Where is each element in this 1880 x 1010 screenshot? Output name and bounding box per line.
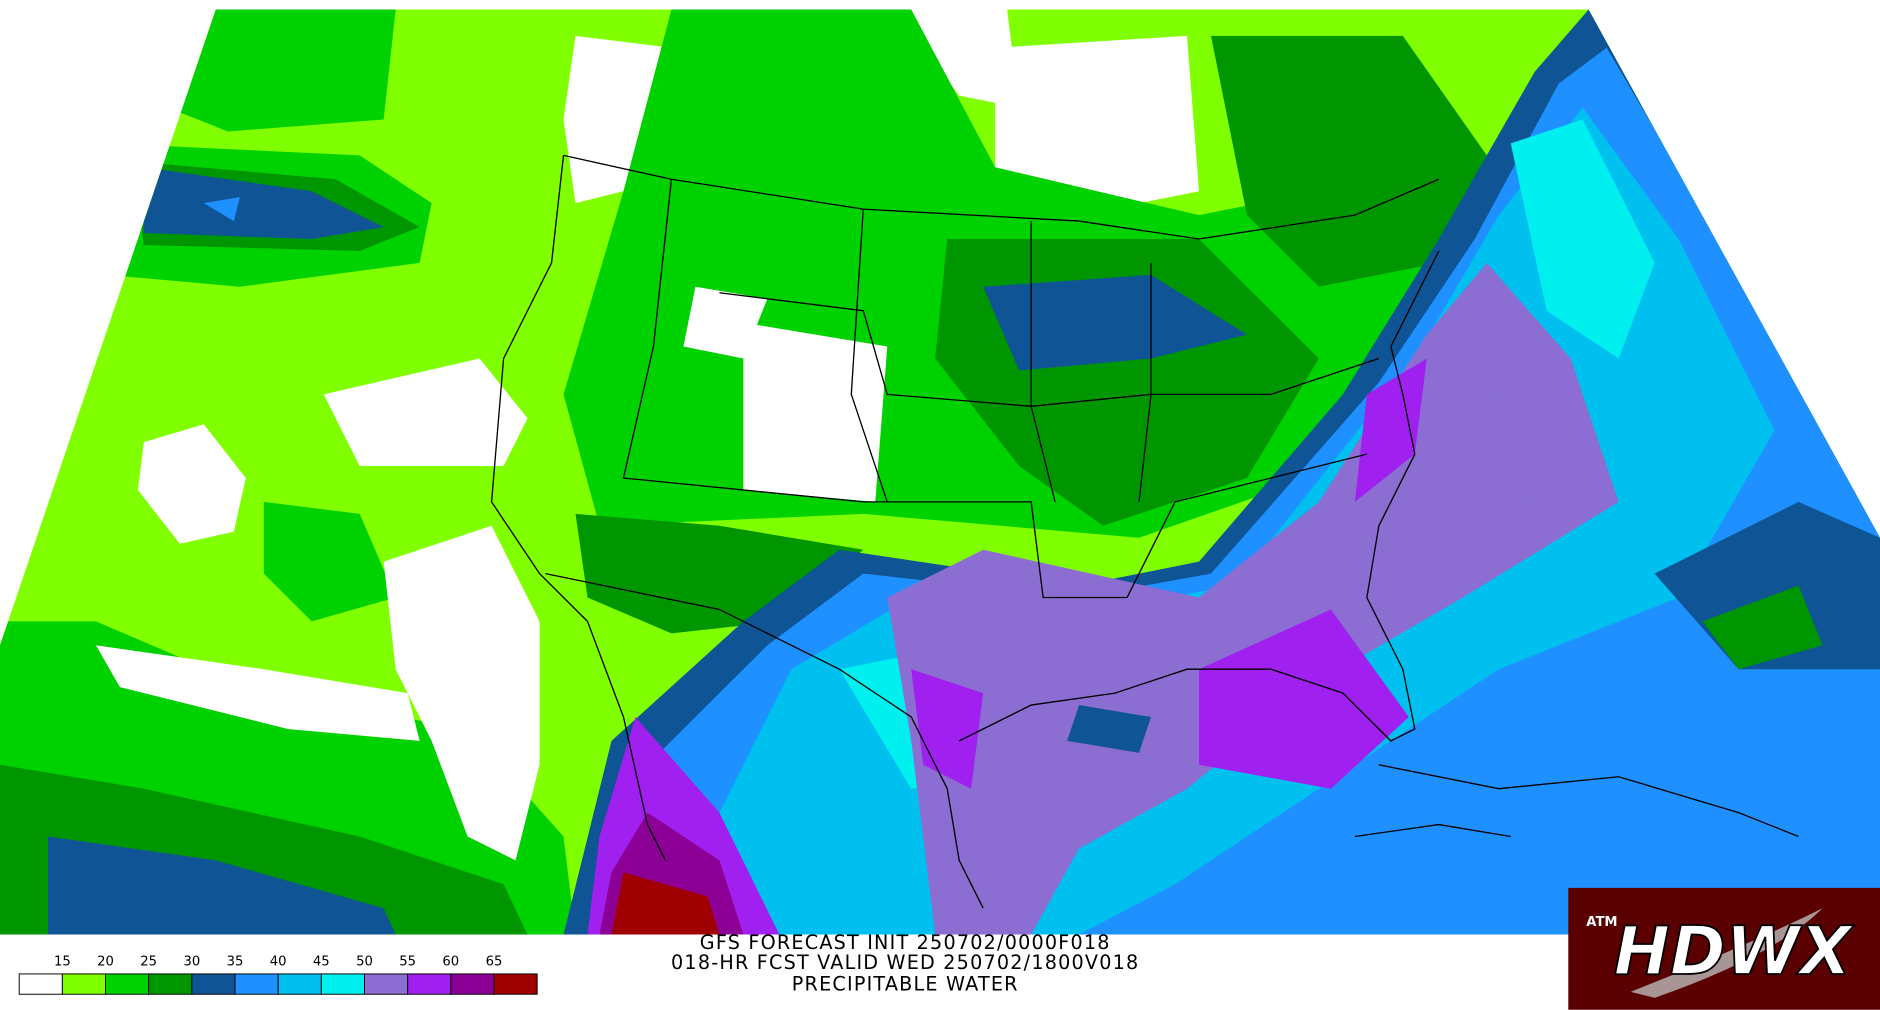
logo-text: HDWX <box>1614 912 1855 990</box>
legend-label: 60 <box>442 955 459 970</box>
legend-label: 25 <box>140 955 157 970</box>
legend-label: 35 <box>227 955 244 970</box>
legend-swatch <box>364 973 409 995</box>
map <box>0 9 1880 935</box>
legend-swatch <box>18 973 63 995</box>
legend-swatch <box>234 973 279 995</box>
legend-label: 45 <box>313 955 330 970</box>
legend-swatch <box>61 973 106 995</box>
legend-label: 55 <box>399 955 416 970</box>
legend-label: 20 <box>97 955 114 970</box>
legend-swatch <box>191 973 236 995</box>
header-line: 018-HR FCST VALID WED 250702/1800V018 <box>671 951 1139 974</box>
legend-swatch <box>450 973 495 995</box>
legend-swatch <box>407 973 452 995</box>
legend-swatch <box>320 973 365 995</box>
header-line: PRECIPITABLE WATER <box>792 973 1019 996</box>
legend-swatch <box>493 973 538 995</box>
legend-label: 40 <box>270 955 287 970</box>
legend-swatch <box>277 973 322 995</box>
legend-label: 50 <box>356 955 373 970</box>
logo: ATM HDWX <box>1568 887 1880 1010</box>
logo-badge: ATM <box>1586 915 1617 930</box>
legend-swatch <box>148 973 193 995</box>
legend-label: 15 <box>54 955 71 970</box>
legend: 15 20 25 30 35 40 45 50 55 60 65 <box>18 955 538 995</box>
legend-label: 30 <box>183 955 200 970</box>
legend-swatch <box>105 973 150 995</box>
header-line: GFS FORECAST INIT 250702/0000F018 <box>700 931 1111 954</box>
legend-label: 65 <box>486 955 503 970</box>
